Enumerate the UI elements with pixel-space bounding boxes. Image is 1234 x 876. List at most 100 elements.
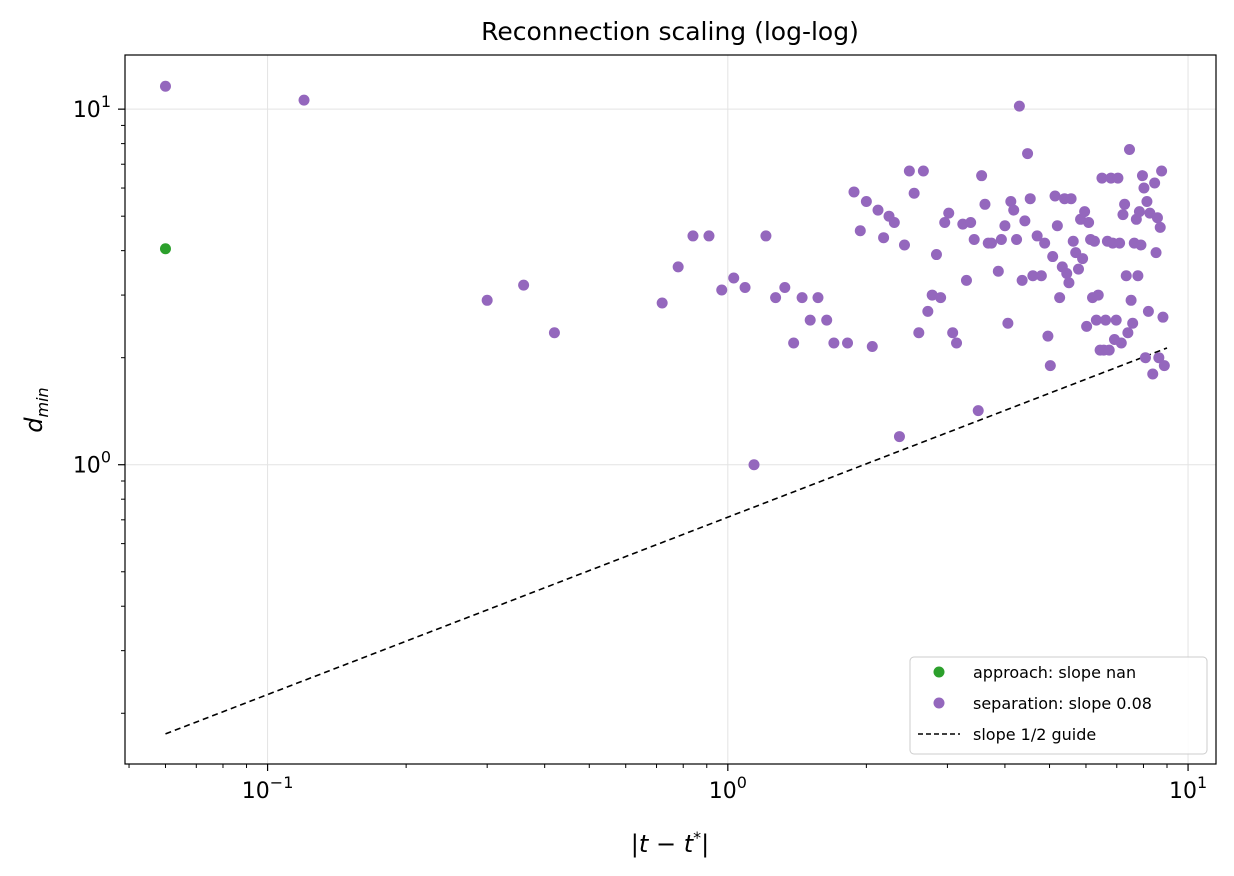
separation-point [979,198,991,210]
separation-point [1011,233,1023,245]
separation-point [812,292,824,304]
separation-point [968,233,980,245]
separation-point [903,165,915,177]
separation-point [1114,237,1126,249]
separation-point [1156,165,1168,177]
separation-point [860,195,872,207]
separation-point [1044,360,1056,372]
separation-point [848,186,860,198]
separation-point [935,292,947,304]
separation-point [992,265,1004,277]
separation-point [1047,251,1059,263]
separation-point [878,232,890,244]
separation-point [672,261,684,273]
separation-point [1016,274,1028,286]
separation-point [1072,263,1084,275]
separation-point [1081,320,1093,332]
chart-title: Reconnection scaling (log-log) [481,17,859,46]
grid [125,55,1216,764]
separation-point [788,337,800,349]
separation-point [1039,237,1051,249]
separation-point [1110,314,1122,326]
x-tick-label: 10−1 [242,773,294,804]
separation-point [748,459,760,471]
separation-point [656,297,668,309]
separation-point [796,292,808,304]
separation-point [1158,360,1170,372]
x-tick-label: 101 [1169,773,1207,804]
separation-point [821,314,833,326]
separation-point [703,230,715,242]
y-tick-label: 101 [73,92,111,123]
separation-point [1051,220,1063,232]
separation-point [976,170,988,182]
separation-point [842,337,854,349]
separation-point [779,282,791,294]
separation-point [872,204,884,216]
separation-point [908,187,920,199]
separation-point [1142,305,1154,317]
separation-point [716,284,728,296]
separation-point [728,272,740,284]
separation-point [1083,216,1095,228]
separation-point [1031,230,1043,242]
separation-point [1151,212,1163,224]
separation-point [1054,292,1066,304]
separation-point [1150,247,1162,259]
separation-point [939,216,951,228]
separation-point [298,94,310,106]
separation-point [1125,294,1137,306]
separation-point [888,216,900,228]
separation-point [1067,235,1079,247]
separation-point [1135,239,1147,251]
separation-point [1092,289,1104,301]
separation-point [1077,253,1089,265]
separation-point [1141,195,1153,207]
separation-point [1138,182,1150,194]
legend-approach-marker [933,666,945,678]
guide-line-layer [165,347,1168,735]
separation-point [1019,215,1031,227]
separation-point [965,216,977,228]
separation-point [913,327,925,339]
separation-point [1147,368,1159,380]
legend-separation-marker [933,697,945,709]
approach-point [159,243,171,255]
separation-point [1136,170,1148,182]
separation-point [1133,206,1145,218]
legend-approach-label: approach: slope nan [973,663,1136,682]
separation-point [1027,270,1039,282]
separation-point [687,230,699,242]
separation-point [1002,317,1014,329]
separation-point [1154,221,1166,233]
separation-point [866,341,878,353]
separation-point [922,305,934,317]
separation-point [770,292,782,304]
separation-point [804,314,816,326]
separation-point [1013,100,1025,112]
separation-point [960,274,972,286]
separation-point [926,289,938,301]
separation-point [828,337,840,349]
separation-point [1090,314,1102,326]
x-tick-label: 100 [709,773,747,804]
separation-point [548,327,560,339]
separation-point [951,337,963,349]
separation-point [1049,190,1061,202]
separation-point [917,165,929,177]
separation-point [1103,344,1115,356]
separation-point [1100,314,1112,326]
separation-point [481,294,493,306]
legend-guide-label: slope 1/2 guide [973,725,1096,744]
separation-point [1149,177,1161,189]
separation-point [1122,327,1134,339]
separation-point [898,239,910,251]
separation-point [1115,337,1127,349]
separation-point [1065,193,1077,205]
separation-point [1035,270,1047,282]
legend: approach: slope nan separation: slope 0.… [909,656,1208,755]
separation-point [1024,193,1036,205]
separation-point [1022,148,1034,160]
legend-frame [909,656,1208,755]
separation-point [1061,267,1073,279]
